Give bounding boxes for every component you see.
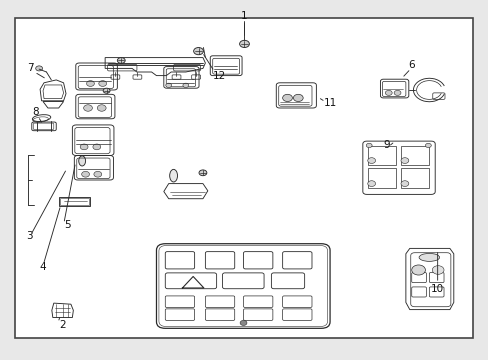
Circle shape — [86, 81, 94, 86]
Ellipse shape — [418, 253, 439, 261]
Circle shape — [366, 143, 371, 148]
Circle shape — [99, 81, 106, 86]
Circle shape — [97, 105, 106, 111]
Circle shape — [183, 83, 188, 87]
Bar — [400, 168, 428, 188]
Circle shape — [36, 66, 42, 71]
Circle shape — [425, 143, 430, 148]
Circle shape — [431, 266, 443, 274]
Text: 10: 10 — [430, 284, 443, 294]
Ellipse shape — [169, 169, 177, 182]
Circle shape — [239, 40, 249, 48]
Circle shape — [80, 144, 88, 150]
Circle shape — [393, 90, 400, 95]
Circle shape — [282, 94, 292, 102]
Circle shape — [367, 158, 375, 163]
Circle shape — [165, 83, 171, 87]
Text: 7: 7 — [27, 63, 34, 73]
Text: 2: 2 — [59, 320, 66, 330]
Circle shape — [240, 320, 246, 325]
Circle shape — [367, 181, 375, 186]
Circle shape — [94, 171, 102, 177]
Circle shape — [93, 144, 101, 150]
Circle shape — [193, 48, 203, 55]
Text: 6: 6 — [407, 60, 414, 70]
Circle shape — [385, 90, 391, 95]
Text: 4: 4 — [39, 262, 46, 272]
Bar — [367, 168, 395, 188]
Bar — [367, 146, 395, 165]
Ellipse shape — [79, 156, 85, 166]
Text: 5: 5 — [64, 220, 71, 230]
Text: 11: 11 — [323, 98, 336, 108]
FancyBboxPatch shape — [15, 18, 472, 338]
Text: 9: 9 — [382, 140, 389, 150]
Text: 12: 12 — [212, 71, 225, 81]
Circle shape — [81, 171, 89, 177]
Bar — [400, 146, 428, 165]
Circle shape — [411, 265, 425, 275]
Circle shape — [83, 105, 92, 111]
Circle shape — [103, 88, 110, 93]
Circle shape — [400, 158, 408, 163]
Text: 3: 3 — [26, 231, 33, 241]
Circle shape — [117, 58, 125, 63]
Circle shape — [199, 170, 206, 176]
Circle shape — [293, 94, 303, 102]
Circle shape — [400, 181, 408, 186]
Text: 1: 1 — [241, 11, 247, 21]
Text: 8: 8 — [32, 107, 39, 117]
